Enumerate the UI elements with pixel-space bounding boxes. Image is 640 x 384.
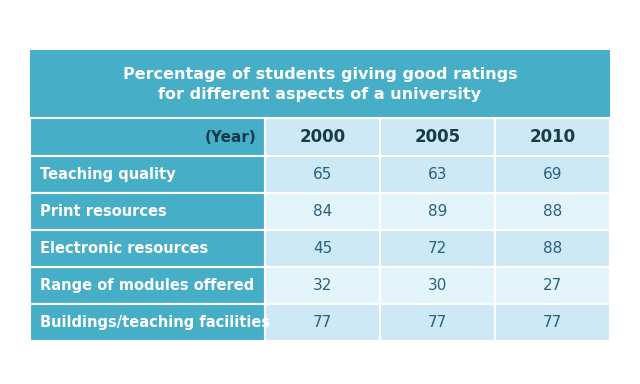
Bar: [380, 118, 495, 156]
Bar: [30, 156, 265, 193]
Bar: [265, 118, 380, 156]
Text: 77: 77: [313, 315, 332, 330]
Bar: [495, 304, 610, 341]
Bar: [495, 230, 610, 267]
Bar: [380, 304, 495, 341]
Text: 27: 27: [543, 278, 562, 293]
Text: 84: 84: [313, 204, 332, 219]
Text: 2005: 2005: [415, 128, 461, 146]
Bar: [265, 156, 380, 193]
Text: 77: 77: [543, 315, 562, 330]
Bar: [30, 118, 265, 156]
Bar: [495, 156, 610, 193]
Text: Teaching quality: Teaching quality: [40, 167, 175, 182]
Bar: [30, 267, 265, 304]
Text: Electronic resources: Electronic resources: [40, 241, 208, 256]
Text: 30: 30: [428, 278, 447, 293]
Text: for different aspects of a university: for different aspects of a university: [159, 88, 481, 103]
Text: 2000: 2000: [300, 128, 346, 146]
Bar: [265, 193, 380, 230]
Bar: [265, 304, 380, 341]
Text: 72: 72: [428, 241, 447, 256]
Text: 65: 65: [313, 167, 332, 182]
Bar: [265, 230, 380, 267]
Text: 2010: 2010: [529, 128, 575, 146]
Text: (Year): (Year): [205, 129, 257, 144]
Text: 32: 32: [313, 278, 332, 293]
Text: 69: 69: [543, 167, 563, 182]
Bar: [380, 230, 495, 267]
Text: Range of modules offered: Range of modules offered: [40, 278, 254, 293]
Bar: [30, 193, 265, 230]
Text: Buildings/teaching facilities: Buildings/teaching facilities: [40, 315, 270, 330]
Text: 89: 89: [428, 204, 447, 219]
Text: 88: 88: [543, 204, 562, 219]
Text: Percentage of students giving good ratings: Percentage of students giving good ratin…: [123, 67, 517, 82]
Bar: [380, 193, 495, 230]
Bar: [380, 267, 495, 304]
Text: 77: 77: [428, 315, 447, 330]
Bar: [495, 193, 610, 230]
Bar: [495, 118, 610, 156]
Text: Print resources: Print resources: [40, 204, 167, 219]
Text: 63: 63: [428, 167, 447, 182]
Text: 45: 45: [313, 241, 332, 256]
Bar: [30, 230, 265, 267]
Bar: [495, 267, 610, 304]
Bar: [380, 156, 495, 193]
Bar: [265, 267, 380, 304]
Bar: [30, 304, 265, 341]
Bar: [30, 50, 610, 118]
Text: 88: 88: [543, 241, 562, 256]
